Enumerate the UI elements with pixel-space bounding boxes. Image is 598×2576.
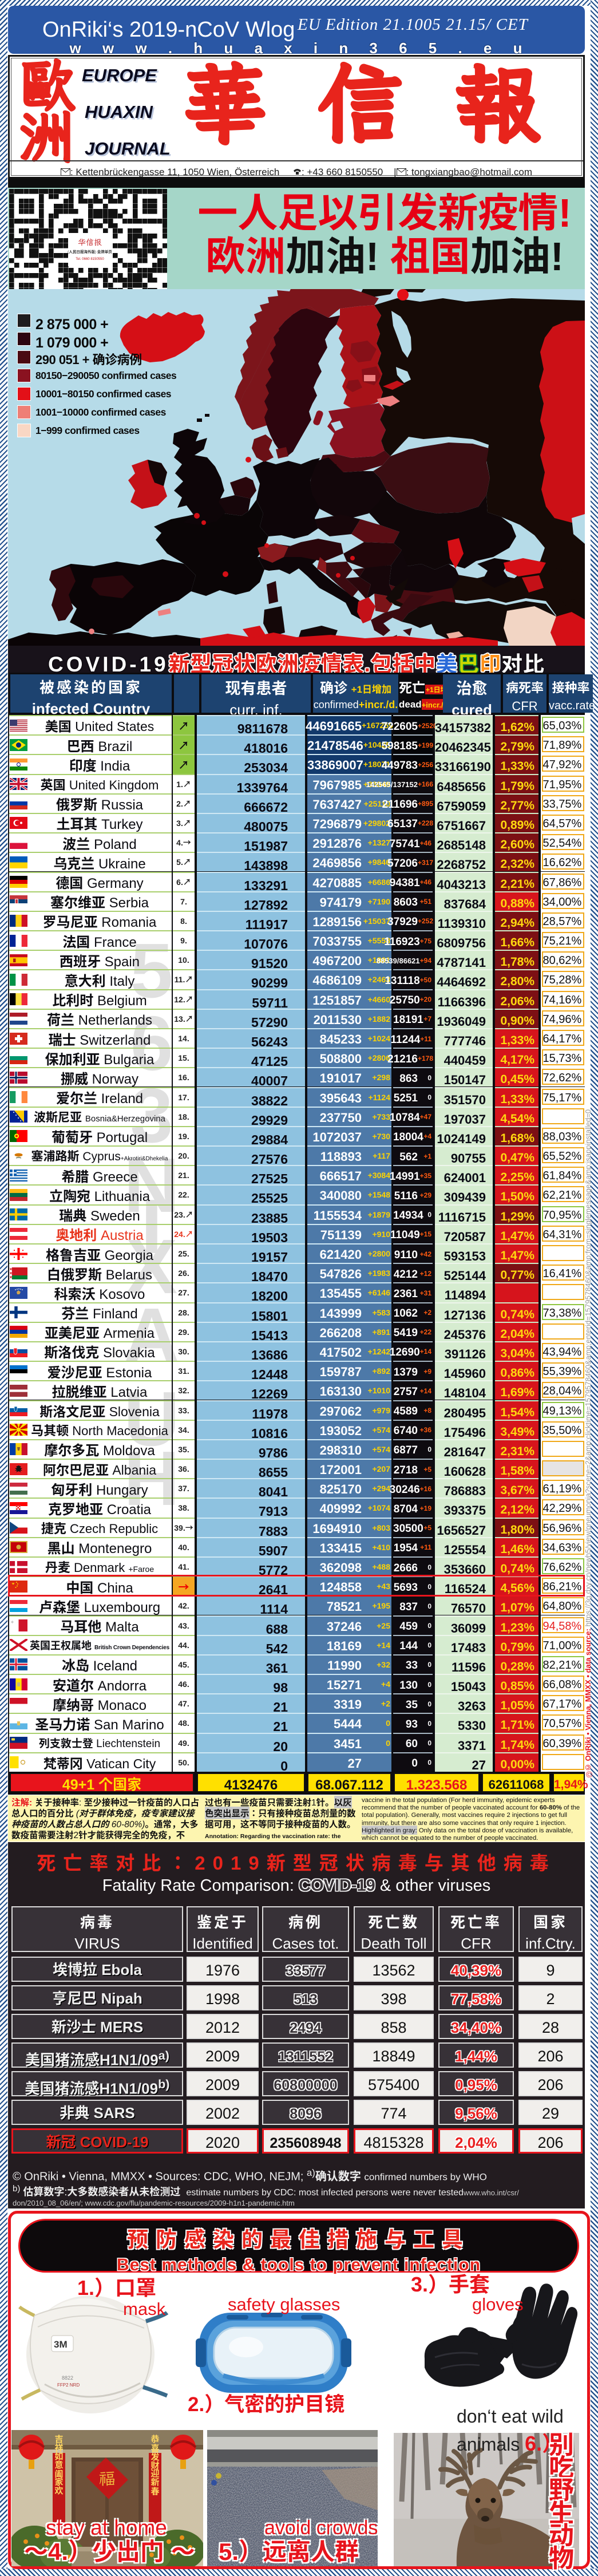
svg-text:Tel. 0660 8150550: Tel. 0660 8150550 [76, 256, 104, 261]
svg-text:8822: 8822 [62, 2374, 73, 2381]
svg-text:FFP2 NRD: FFP2 NRD [57, 2382, 80, 2388]
svg-text:吉祥如意阖家欢: 吉祥如意阖家欢 [53, 2435, 65, 2495]
svg-text:恭喜发财迎新春: 恭喜发财迎新春 [149, 2435, 161, 2495]
svg-text:(人民日报海外版) 金牌单页: (人民日报海外版) 金牌单页 [68, 248, 112, 254]
svg-text:3M: 3M [54, 2336, 68, 2350]
svg-text:华信报: 华信报 [78, 237, 102, 247]
svg-text:福: 福 [98, 2467, 116, 2490]
